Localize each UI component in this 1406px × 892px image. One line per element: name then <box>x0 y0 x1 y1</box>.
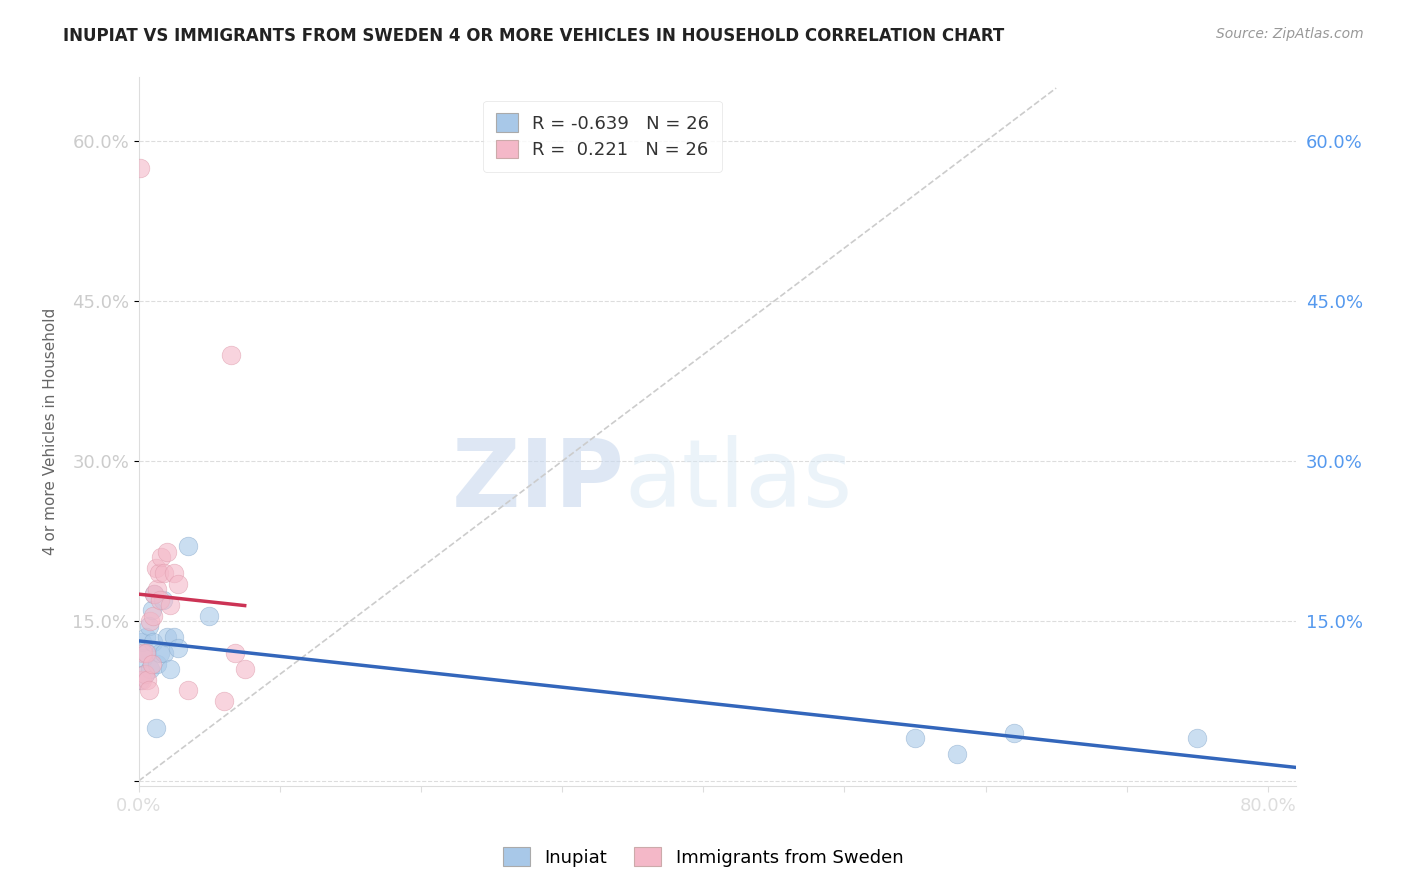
Point <box>136 673 159 687</box>
Point <box>224 646 246 660</box>
Point <box>163 630 186 644</box>
Point <box>146 657 169 671</box>
Point <box>148 566 170 580</box>
Point <box>1187 731 1209 746</box>
Point <box>152 592 174 607</box>
Y-axis label: 4 or more Vehicles in Household: 4 or more Vehicles in Household <box>44 308 58 556</box>
Point <box>129 673 152 687</box>
Point <box>142 608 165 623</box>
Text: atlas: atlas <box>624 435 853 527</box>
Point <box>153 566 176 580</box>
Legend: Inupiat, Immigrants from Sweden: Inupiat, Immigrants from Sweden <box>495 840 911 874</box>
Point <box>904 731 927 746</box>
Point <box>177 683 200 698</box>
Point <box>159 662 181 676</box>
Point <box>233 662 256 676</box>
Point <box>212 694 235 708</box>
Point <box>141 603 163 617</box>
Point <box>153 646 176 660</box>
Point <box>138 683 160 698</box>
Point <box>159 598 181 612</box>
Text: ZIP: ZIP <box>451 435 624 527</box>
Point <box>219 347 242 361</box>
Point <box>167 640 190 655</box>
Point <box>145 560 167 574</box>
Point <box>946 747 969 761</box>
Point <box>163 566 186 580</box>
Point <box>134 667 156 681</box>
Point <box>142 635 165 649</box>
Point <box>143 587 166 601</box>
Legend: R = -0.639   N = 26, R =  0.221   N = 26: R = -0.639 N = 26, R = 0.221 N = 26 <box>484 101 721 172</box>
Point <box>149 592 172 607</box>
Point <box>139 662 162 676</box>
Point <box>135 630 157 644</box>
Point <box>156 630 179 644</box>
Point <box>141 657 163 671</box>
Point <box>149 646 172 660</box>
Point <box>198 608 221 623</box>
Point <box>132 651 155 665</box>
Point <box>138 619 160 633</box>
Point <box>131 635 153 649</box>
Point <box>143 587 166 601</box>
Point <box>156 544 179 558</box>
Point <box>134 667 156 681</box>
Point <box>145 721 167 735</box>
Point <box>136 646 159 660</box>
Point <box>1002 726 1025 740</box>
Point <box>132 646 155 660</box>
Point <box>177 540 200 554</box>
Point <box>135 646 157 660</box>
Text: INUPIAT VS IMMIGRANTS FROM SWEDEN 4 OR MORE VEHICLES IN HOUSEHOLD CORRELATION CH: INUPIAT VS IMMIGRANTS FROM SWEDEN 4 OR M… <box>63 27 1004 45</box>
Point <box>129 161 152 175</box>
Point <box>146 582 169 596</box>
Point <box>139 614 162 628</box>
Point <box>150 549 173 564</box>
Text: Source: ZipAtlas.com: Source: ZipAtlas.com <box>1216 27 1364 41</box>
Point <box>167 576 190 591</box>
Point <box>131 673 153 687</box>
